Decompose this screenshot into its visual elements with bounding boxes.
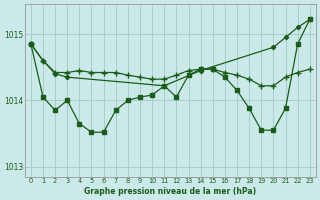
X-axis label: Graphe pression niveau de la mer (hPa): Graphe pression niveau de la mer (hPa) bbox=[84, 187, 256, 196]
